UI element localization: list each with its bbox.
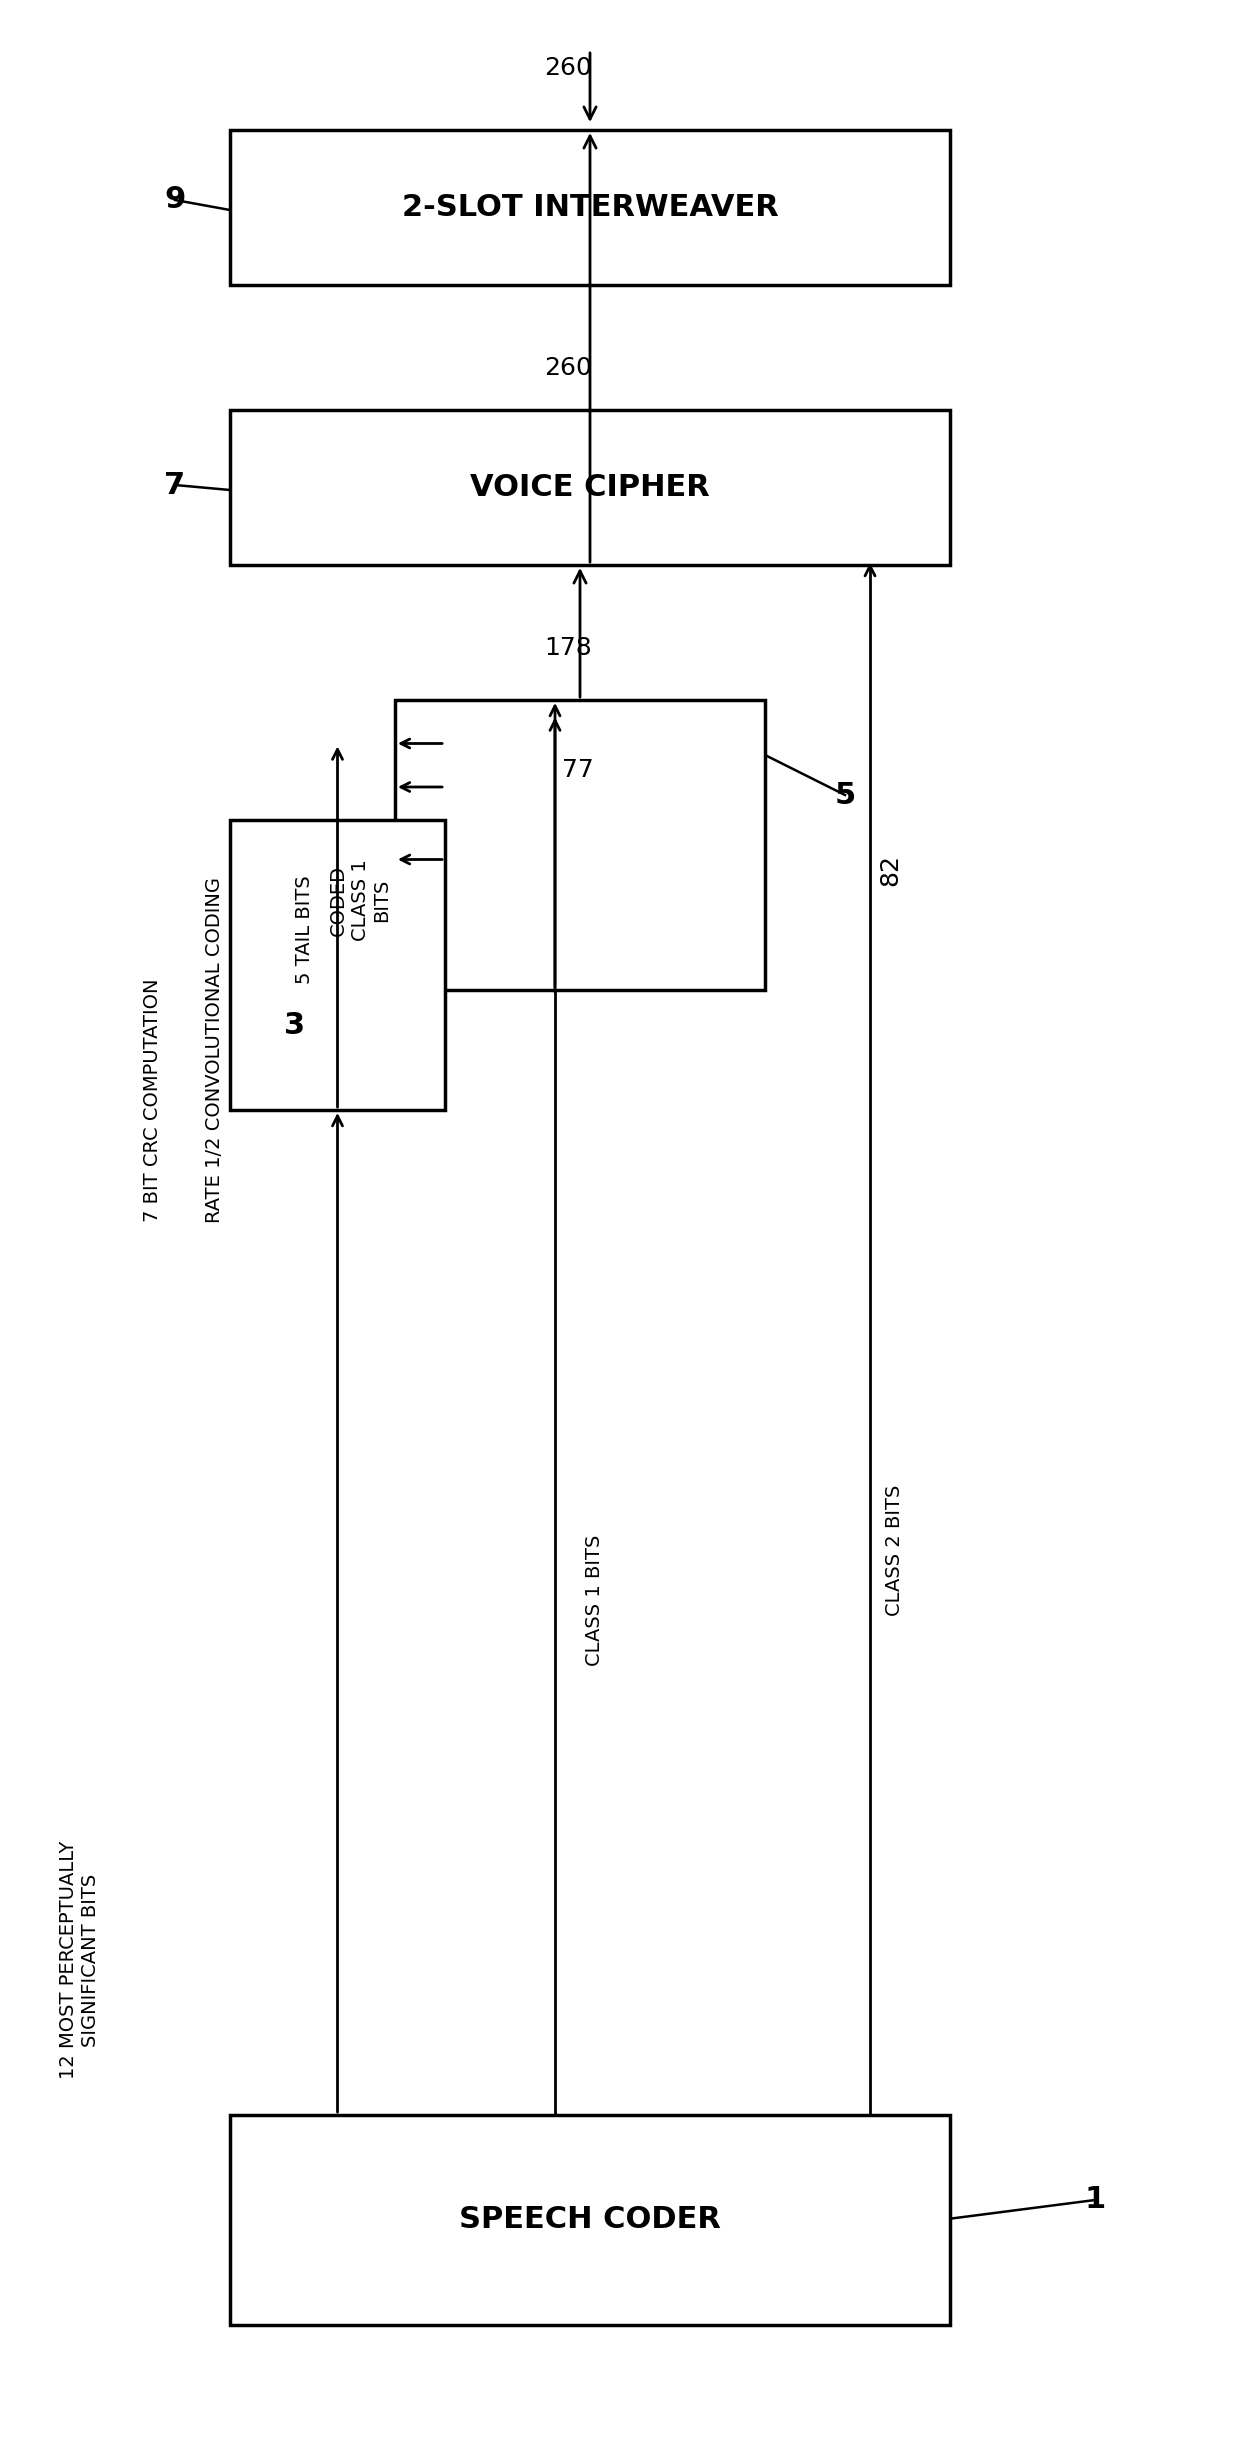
Text: 5 TAIL BITS: 5 TAIL BITS <box>295 876 315 985</box>
Text: 77: 77 <box>562 758 594 783</box>
Bar <box>229 130 950 286</box>
Text: VOICE CIPHER: VOICE CIPHER <box>470 473 709 502</box>
Bar <box>229 411 950 564</box>
Bar <box>229 820 445 1110</box>
Text: 82: 82 <box>878 854 901 886</box>
Text: 7 BIT CRC COMPUTATION: 7 BIT CRC COMPUTATION <box>143 977 161 1221</box>
Text: 178: 178 <box>544 635 591 660</box>
Bar <box>396 699 765 990</box>
Bar <box>229 2115 950 2324</box>
Text: 260: 260 <box>544 357 591 379</box>
Text: 3: 3 <box>284 1009 305 1039</box>
Text: CLASS 1 BITS: CLASS 1 BITS <box>585 1534 605 1667</box>
Text: 2-SLOT INTERWEAVER: 2-SLOT INTERWEAVER <box>402 192 779 222</box>
Text: 9: 9 <box>165 185 186 214</box>
Text: 7: 7 <box>165 470 186 500</box>
Text: RATE 1/2 CONVOLUTIONAL CODING: RATE 1/2 CONVOLUTIONAL CODING <box>206 876 224 1224</box>
Text: 260: 260 <box>544 57 591 79</box>
Text: 12 MOST PERCEPTUALLY
SIGNIFICANT BITS: 12 MOST PERCEPTUALLY SIGNIFICANT BITS <box>60 1842 100 2080</box>
Text: SPEECH CODER: SPEECH CODER <box>459 2206 720 2235</box>
Text: 1: 1 <box>1084 2186 1106 2213</box>
Text: CODED
CLASS 1
BITS: CODED CLASS 1 BITS <box>329 859 392 940</box>
Text: 5: 5 <box>835 780 856 810</box>
Text: CLASS 2 BITS: CLASS 2 BITS <box>885 1485 904 1615</box>
